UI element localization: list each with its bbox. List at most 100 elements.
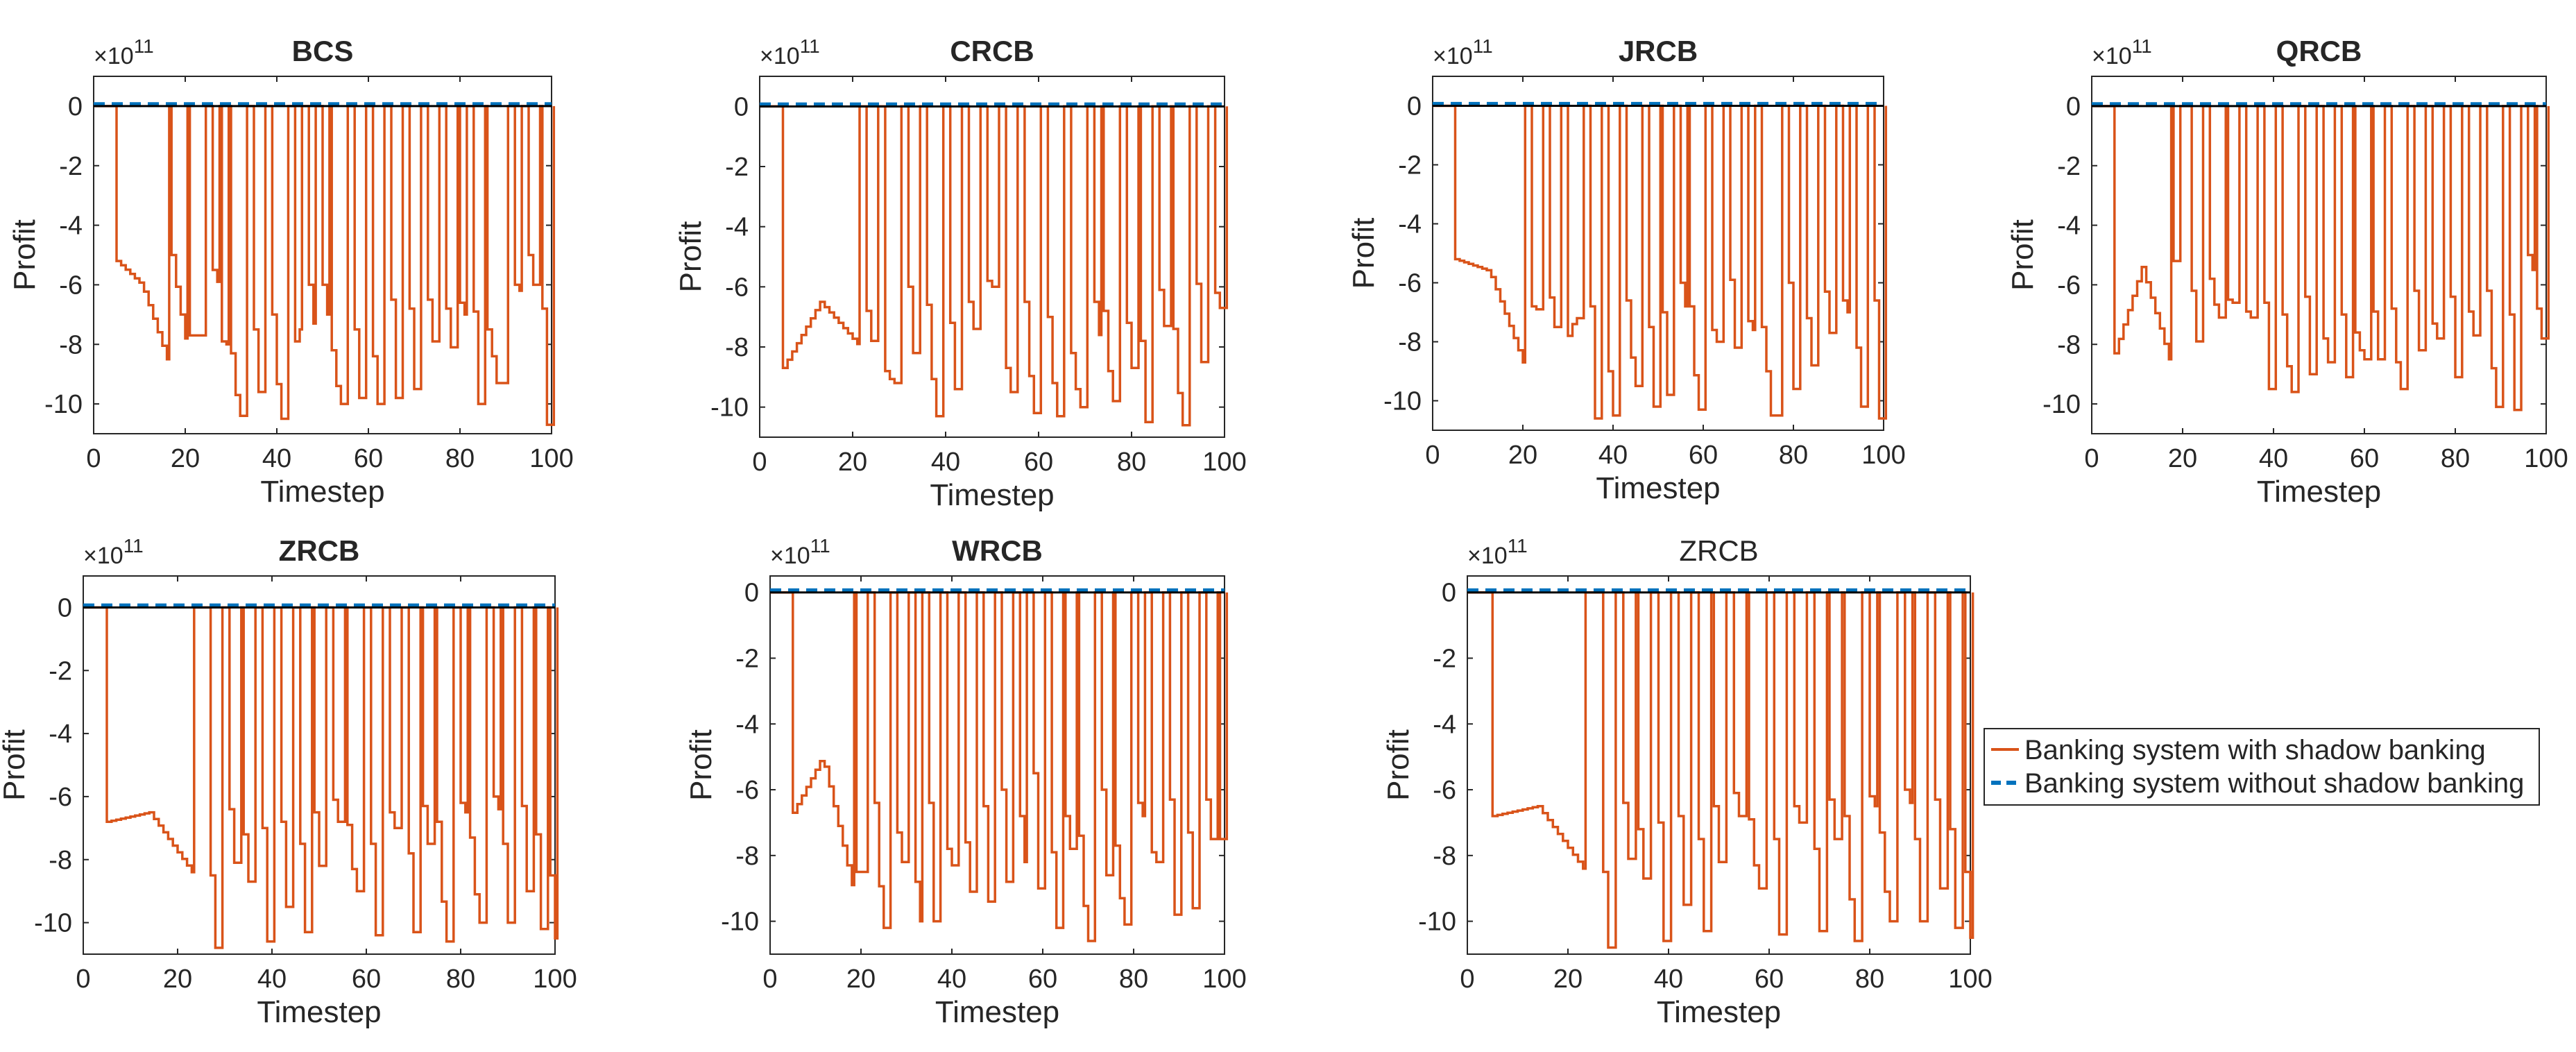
x-axis-label: Timestep — [935, 995, 1059, 1029]
y-axis-label: Profit — [8, 219, 42, 291]
y-tick-label: -10 — [2042, 390, 2081, 419]
subplot-wrcb-5: 0 20 40 60 80 100 0 -2 -4 -6 -8 -10 WRCB Timestep Prof… — [684, 534, 1247, 1029]
axes-frame — [1432, 76, 1884, 431]
legend-label-with-shadow: Banking system with shadow banking — [2024, 735, 2486, 765]
x-tick-label: 60 — [1755, 965, 1784, 994]
x-tick-label: 80 — [1779, 441, 1808, 470]
x-tick-label: 40 — [937, 965, 966, 994]
x-tick-label: 40 — [262, 444, 291, 473]
y-tick-label: -4 — [1398, 210, 1422, 239]
subplot-title: ZRCB — [279, 534, 360, 567]
x-tick-label: 40 — [2259, 444, 2288, 473]
x-tick-label: 80 — [446, 965, 475, 994]
x-tick-label: 80 — [1119, 965, 1148, 994]
axis-exponent-label: ×1011 — [1467, 535, 1528, 569]
x-axis-label: Timestep — [2257, 475, 2381, 509]
x-axis-label: Timestep — [1596, 471, 1720, 505]
subplot-bcs-0: 0 20 40 60 80 100 0 -2 -4 -6 -8 -10 BCS Timestep Profi… — [8, 35, 574, 509]
x-tick-label: 0 — [76, 965, 90, 994]
y-tick-label: -6 — [1398, 269, 1422, 298]
y-axis-label: Profit — [0, 729, 31, 801]
x-tick-label: 60 — [1028, 965, 1057, 994]
y-tick-label: 0 — [2066, 92, 2081, 121]
y-tick-label: 0 — [734, 92, 749, 121]
x-tick-label: 20 — [171, 444, 200, 473]
y-tick-label: -4 — [2057, 212, 2081, 241]
y-tick-label: -6 — [2057, 271, 2081, 300]
y-tick-label: -8 — [49, 846, 72, 875]
subplot-zrcb-4: 0 20 40 60 80 100 0 -2 -4 -6 -8 -10 ZRCB Timestep Prof… — [0, 534, 577, 1029]
x-axis-label: Timestep — [1657, 995, 1781, 1029]
x-axis-label: Timestep — [257, 995, 381, 1029]
x-tick-label: 60 — [1689, 441, 1718, 470]
y-tick-label: -10 — [34, 909, 72, 938]
x-tick-label: 100 — [529, 444, 573, 473]
y-tick-label: -4 — [725, 213, 749, 242]
x-tick-label: 60 — [354, 444, 383, 473]
legend-label-without-shadow: Banking system without shadow banking — [2024, 768, 2524, 799]
subplot-title: JRCB — [1619, 35, 1698, 67]
y-axis-label: Profit — [684, 729, 718, 801]
x-tick-label: 60 — [2350, 444, 2379, 473]
y-tick-label: -2 — [725, 153, 749, 182]
x-tick-label: 60 — [1024, 448, 1053, 477]
y-tick-label: -8 — [735, 842, 759, 871]
y-tick-label: -8 — [2057, 330, 2081, 359]
y-tick-label: -10 — [1383, 387, 1422, 416]
x-axis-label: Timestep — [260, 475, 384, 509]
y-tick-label: -4 — [1433, 710, 1456, 739]
axis-exponent-label: ×1011 — [83, 535, 144, 569]
subplot-title: CRCB — [950, 35, 1034, 67]
subplot-title: WRCB — [952, 534, 1043, 567]
y-tick-label: -8 — [1398, 328, 1422, 357]
y-tick-label: -4 — [49, 720, 72, 749]
y-tick-label: -2 — [1433, 644, 1456, 673]
y-tick-label: -6 — [725, 273, 749, 302]
x-tick-label: 0 — [1460, 965, 1474, 994]
x-tick-label: 100 — [1948, 965, 1992, 994]
subplot-title: BCS — [292, 35, 354, 67]
y-axis-label: Profit — [1381, 729, 1415, 801]
y-tick-label: -10 — [44, 390, 83, 419]
axis-exponent-label: ×1011 — [1433, 35, 1493, 69]
y-tick-label: -6 — [1433, 776, 1456, 805]
x-tick-label: 0 — [762, 965, 777, 994]
y-tick-label: -2 — [59, 152, 83, 181]
x-tick-label: 80 — [2441, 444, 2470, 473]
x-tick-label: 100 — [1861, 441, 1905, 470]
y-tick-label: -10 — [721, 908, 759, 937]
subplot-jrcb-2: 0 20 40 60 80 100 0 -2 -4 -6 -8 -10 JRCB Timestep Prof… — [1347, 35, 1906, 505]
x-tick-label: 0 — [752, 448, 767, 477]
axes-frame — [83, 575, 556, 955]
y-tick-label: -8 — [1433, 842, 1456, 871]
x-tick-label: 20 — [1508, 441, 1537, 470]
subplot-zrcb-6: 0 20 40 60 80 100 0 -2 -4 -6 -8 -10 ZRCB Timestep Prof… — [1381, 534, 1993, 1029]
x-tick-label: 40 — [931, 448, 960, 477]
axes-frame — [759, 76, 1225, 438]
axis-exponent-label: ×1011 — [2092, 35, 2152, 69]
x-tick-label: 40 — [1654, 965, 1683, 994]
series-with-shadow-banking — [2092, 105, 2550, 412]
x-tick-label: 40 — [257, 965, 287, 994]
x-tick-label: 100 — [2524, 444, 2568, 473]
y-tick-label: -6 — [49, 783, 72, 812]
axes-frame — [1467, 575, 1971, 955]
y-tick-label: -6 — [59, 271, 83, 300]
x-tick-label: 100 — [1202, 448, 1246, 477]
subplot-grid: 0 20 40 60 80 100 0 -2 -4 -6 -8 -10 BCS Timestep Profi… — [0, 35, 2568, 1029]
y-tick-label: 0 — [1442, 579, 1456, 608]
legend: Banking system with shadow banking Banki… — [1984, 728, 2540, 806]
y-axis-label: Profit — [674, 221, 708, 293]
x-tick-label: 20 — [838, 448, 867, 477]
axis-exponent-label: ×1011 — [770, 535, 830, 569]
series-with-shadow-banking — [94, 105, 556, 426]
legend-box — [1984, 728, 2540, 806]
y-tick-label: -2 — [1398, 151, 1422, 180]
y-tick-label: -2 — [735, 644, 759, 673]
y-tick-label: 0 — [68, 92, 83, 121]
y-tick-label: 0 — [1407, 92, 1422, 121]
x-tick-label: 60 — [352, 965, 381, 994]
axis-exponent-label: ×1011 — [94, 35, 154, 69]
series-with-shadow-banking — [760, 105, 1229, 427]
